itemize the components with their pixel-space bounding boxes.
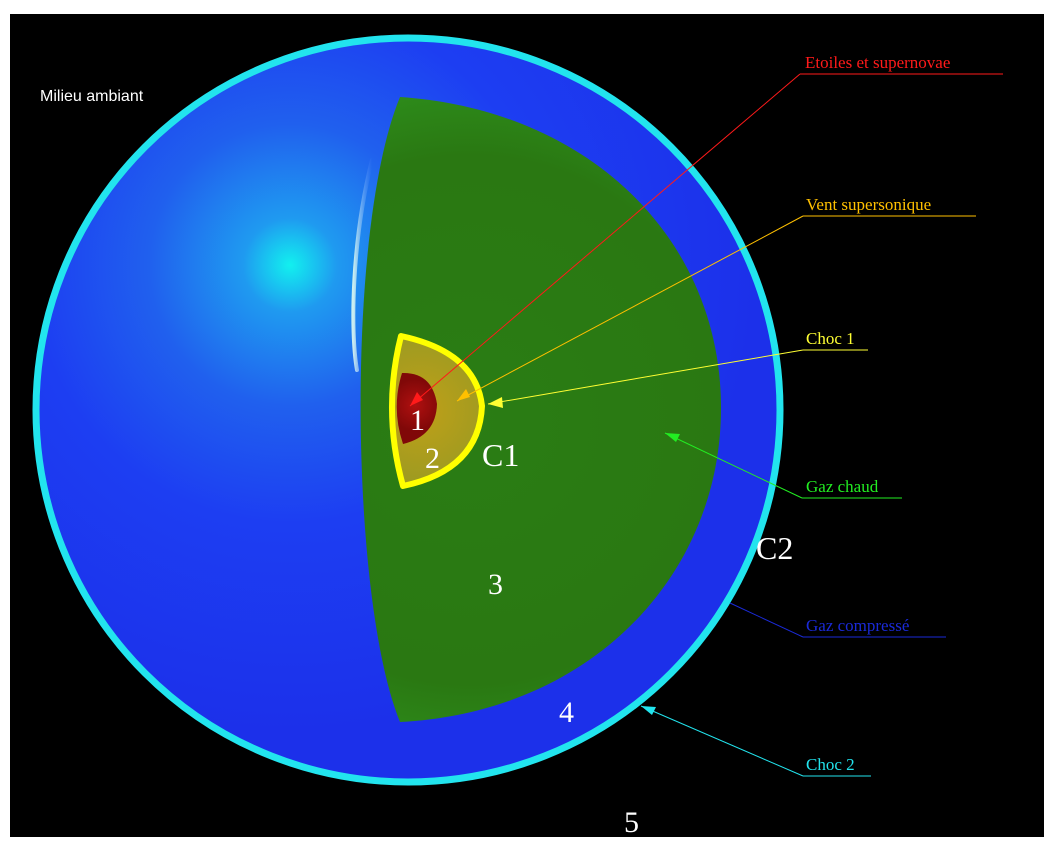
label-etoiles: Etoiles et supernovae [805,53,950,72]
region-number-4: 4 [559,696,574,729]
region-number-5: 5 [624,806,639,839]
shock-mark-c2: C2 [756,530,793,566]
wind-region [388,333,485,489]
region-number-3: 3 [488,568,503,601]
hot-gas-region [360,97,722,722]
leader-vent [456,215,804,402]
leader-choc1 [487,349,804,405]
arrowhead-gaz-chaud [665,433,680,442]
arrowhead-vent [457,389,470,401]
shock-mark-c1: C1 [482,437,519,473]
title-milieu-ambiant: Milieu ambiant [40,88,144,105]
star-core [396,372,437,444]
arrowhead-choc2 [641,706,656,715]
label-gaz-chaud: Gaz chaud [806,477,879,496]
label-vent: Vent supersonique [806,195,931,214]
region-number-2: 2 [425,442,440,475]
label-choc2: Choc 2 [806,755,855,774]
arrowhead-etoiles [410,392,423,406]
label-gaz-compresse: Gaz compressé [806,616,909,635]
arrowhead-choc1 [488,397,503,408]
cutaway-rim [351,158,374,372]
label-choc1: Choc 1 [806,329,855,348]
leader-choc2 [640,705,804,777]
leader-gaz-chaud [664,432,803,499]
region-number-1: 1 [410,404,425,437]
outer-shock-ring [32,34,784,786]
leader-gaz-compresse [729,602,804,638]
leader-etoiles [409,73,801,407]
